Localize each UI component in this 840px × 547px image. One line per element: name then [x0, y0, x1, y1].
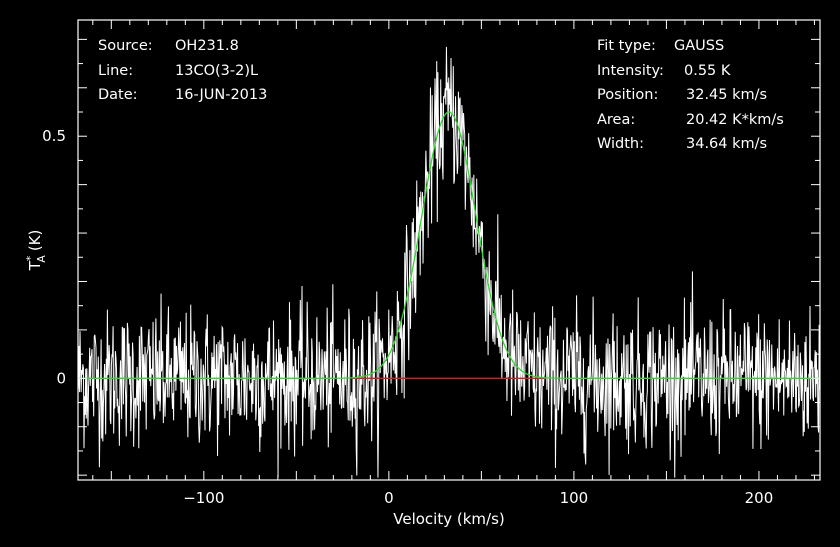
y-axis-label: T*A (K) [24, 230, 48, 272]
spectrum-line [77, 46, 821, 478]
y-axis-label-unit: (K) [26, 230, 44, 252]
plot-frame [77, 19, 821, 481]
area-key: Area: [597, 112, 635, 128]
intensity-key: Intensity: [597, 63, 664, 79]
x-axis-label: Velocity (km/s) [393, 510, 504, 528]
date-key: Date: [98, 87, 138, 103]
y-tick-label: 0 [56, 369, 66, 387]
y-tick-label: 0.5 [42, 127, 66, 145]
header-left: Source: OH231.8 Line: 13CO(3-2)L Date: 1… [98, 38, 267, 103]
header-right: Fit type: GAUSS Intensity: 0.55 K Positi… [597, 38, 784, 152]
line-key: Line: [98, 63, 133, 79]
svg-text:T*A(K): T*A (K) [24, 230, 48, 272]
position-key: Position: [597, 87, 658, 103]
y-axis-label-main: T [26, 260, 44, 271]
line-value: 13CO(3-2)L [175, 63, 258, 79]
width-value: 34.64 km/s [686, 136, 767, 152]
x-tick-label: −100 [183, 489, 224, 507]
spectrum-trace [77, 46, 821, 478]
y-axis-label-sub: A [35, 255, 48, 263]
source-key: Source: [98, 38, 153, 54]
x-tick-label: 0 [384, 489, 394, 507]
width-key: Width: [597, 136, 644, 152]
fit-type-value: GAUSS [674, 38, 724, 54]
y-axis-label-sup: * [24, 255, 37, 261]
date-value: 16-JUN-2013 [175, 87, 267, 103]
gaussian-fit-curve [78, 111, 820, 379]
x-tick-label: 100 [560, 489, 589, 507]
area-value: 20.42 K*km/s [686, 112, 784, 128]
gaussian-fit-line [78, 111, 820, 379]
position-value: 32.45 km/s [686, 87, 767, 103]
fit-type-key: Fit type: [597, 38, 656, 54]
intensity-value: 0.55 K [684, 63, 731, 79]
x-tick-label: 200 [745, 489, 774, 507]
axes: −100 0 100 200 0 0.5 [42, 19, 821, 507]
source-value: OH231.8 [175, 38, 239, 54]
